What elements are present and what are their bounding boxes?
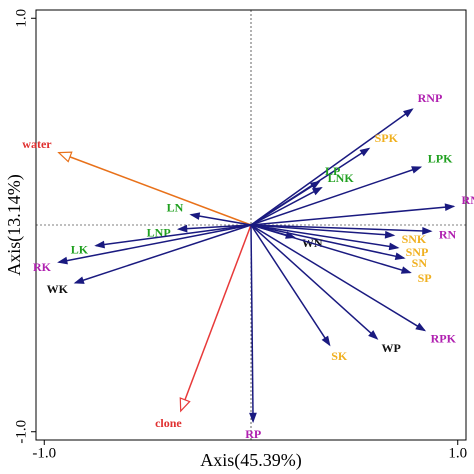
arrow-label: WP — [382, 341, 401, 355]
arrow: SN — [250, 224, 428, 270]
arrow: SK — [250, 224, 348, 363]
arrow-head — [309, 180, 321, 190]
arrow-shaft — [178, 224, 252, 230]
arrow-shaft — [250, 224, 431, 232]
arrow: LNK — [250, 171, 355, 226]
arrow-head — [368, 330, 379, 340]
arrow-shaft — [250, 224, 411, 274]
arrow-head — [321, 335, 331, 347]
arrow-label: SK — [331, 349, 348, 363]
arrow: RPK — [250, 224, 457, 345]
arrow-head — [400, 266, 412, 274]
arrow-head — [57, 256, 68, 265]
arrow: RNK — [250, 193, 474, 226]
arrow-shaft — [250, 180, 320, 226]
arrow-shaft — [58, 224, 252, 263]
arrow-head — [444, 203, 456, 212]
arrow-label: LNK — [328, 171, 355, 185]
x-tick-label: -1.0 — [32, 445, 56, 461]
arrow-label: RNK — [462, 193, 474, 207]
arrow-shaft — [95, 224, 252, 247]
arrow-shaft — [250, 224, 398, 249]
arrow: LN — [167, 201, 252, 226]
arrow-label: LK — [71, 243, 89, 257]
arrow-label: SNK — [402, 232, 427, 246]
arrow-head — [403, 108, 414, 118]
arrow-label: LPK — [428, 152, 453, 166]
arrow-head — [94, 240, 105, 249]
arrow-head — [415, 322, 427, 332]
arrow-shaft — [250, 205, 454, 226]
arrow: clone — [155, 224, 252, 430]
arrow-label: WK — [47, 282, 69, 296]
arrow-shaft — [250, 224, 405, 259]
arrow: SNP — [250, 224, 429, 259]
arrow-label: SPK — [375, 131, 399, 145]
arrow-label: RK — [33, 260, 52, 274]
arrow-label: SN — [412, 256, 428, 270]
arrow-shaft — [75, 224, 252, 284]
arrow: RNP — [250, 91, 443, 226]
arrow-shaft — [69, 156, 252, 226]
arrow-shaft — [250, 224, 331, 346]
arrow: SP — [250, 224, 432, 285]
x-axis-label: Axis(45.39%) — [200, 450, 302, 471]
arrow-shaft — [250, 224, 254, 422]
arrow: RN — [250, 224, 457, 241]
arrow-label: LP — [325, 164, 340, 178]
arrow-head — [57, 151, 73, 163]
arrow-shaft — [250, 108, 413, 226]
arrow-head — [422, 227, 433, 235]
arrow: SNK — [250, 224, 427, 246]
arrow-label: clone — [155, 416, 182, 430]
arrow-label: SNP — [406, 245, 429, 259]
arrow-label: LN — [167, 201, 184, 215]
arrow-shaft — [250, 166, 421, 226]
arrow-head — [176, 224, 188, 233]
arrow: RK — [33, 224, 252, 274]
arrow-label: water — [22, 137, 52, 151]
arrow: RP — [245, 224, 261, 441]
arrow-label: RNP — [418, 91, 443, 105]
arrow-head — [189, 212, 201, 220]
arrow-head — [388, 242, 400, 251]
arrow-shaft — [190, 213, 252, 226]
arrow-head — [384, 230, 396, 239]
arrow-shaft — [184, 224, 252, 401]
arrow-shaft — [250, 224, 378, 340]
arrow-shaft — [250, 187, 322, 226]
arrow-label: SP — [418, 271, 432, 285]
arrow-head — [179, 397, 191, 413]
arrow: LK — [71, 224, 252, 257]
arrow-head — [311, 186, 323, 196]
arrow-label: RPK — [431, 331, 457, 345]
arrow: water — [22, 137, 252, 226]
arrow-label: RN — [439, 227, 457, 241]
x-tick-label: 1.0 — [448, 445, 467, 461]
arrow-head — [394, 252, 406, 261]
arrow: LP — [250, 164, 340, 226]
y-tick-label: -1.0 — [13, 420, 29, 444]
arrow-shaft — [250, 224, 426, 332]
arrow-head — [73, 276, 85, 284]
arrow-shaft — [250, 224, 394, 237]
arrow-label: RP — [245, 427, 261, 441]
arrow: WK — [47, 224, 252, 296]
y-axis-label: Axis(13.14%) — [4, 174, 25, 276]
arrow: LPK — [250, 152, 453, 226]
arrow: WP — [250, 224, 401, 355]
arrow-head — [249, 412, 257, 424]
y-tick-label: 1.0 — [13, 9, 29, 28]
arrow-head — [411, 166, 423, 174]
arrow-head — [359, 147, 371, 157]
